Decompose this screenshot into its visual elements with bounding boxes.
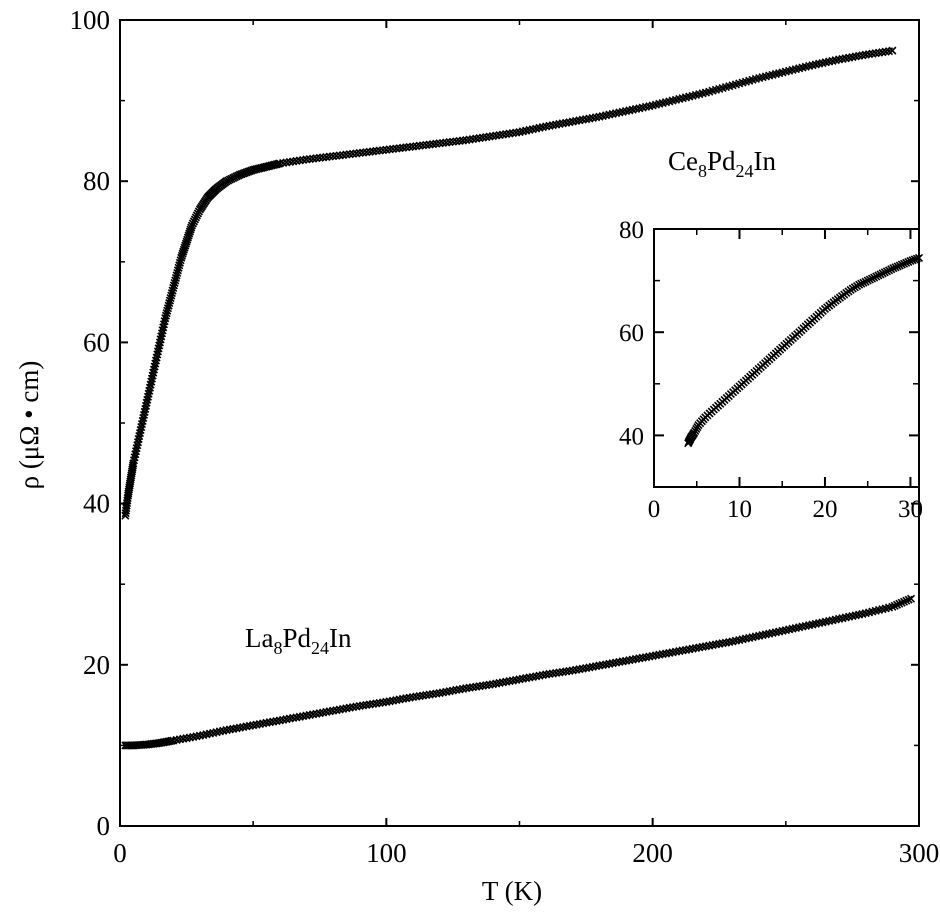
la8pd24in-point [895,599,904,608]
inset-ce8pd24in-point [897,260,906,269]
ce8pd24in-point [176,256,185,265]
la8pd24in-point [888,602,897,611]
la8pd24in-point [897,598,906,607]
x-tick-label: 100 [366,838,407,868]
la8pd24in-point [890,601,899,610]
inset-x-tick-label: 30 [898,496,923,523]
inset-x-tick-label: 20 [812,496,837,523]
main-data-marks [121,46,916,750]
inset-y-tick-label: 60 [619,320,644,347]
inset-y-tick-label: 80 [619,217,644,244]
inset-ce8pd24in-point [908,256,917,265]
inset-ce8pd24in-point [889,264,898,273]
x-tick-label: 300 [899,838,940,868]
y-tick-label: 40 [83,489,110,519]
y-tick-label: 80 [83,166,110,196]
inset-axis-ticks: 0 10 20 30 40 60 80 [619,217,923,523]
inset-data-marks [684,253,924,448]
la8pd24in-point [906,594,916,603]
y-axis-title: ρ (μΩ • cm) [14,361,44,490]
inset-ce8pd24in-point [895,261,904,270]
inset-x-tick-label: 0 [648,496,661,523]
inset-ce8pd24in-point [899,259,909,268]
y-tick-label: 100 [70,5,111,35]
x-tick-label: 0 [113,838,127,868]
inset-y-tick-label: 40 [619,423,644,450]
inset-plot-background [654,229,919,487]
x-tick-label: 200 [632,838,673,868]
inset-ce8pd24in-point [910,255,919,264]
inset-ce8pd24in-point [906,256,915,266]
x-axis-title: T (K) [482,876,542,906]
la8pd24in-point [899,597,909,606]
inset-ce8pd24in-point [893,262,902,271]
la8pd24in-point [892,600,902,609]
series-label-ce8pd24in: Ce8Pd24In [668,146,777,181]
la8pd24in-point [902,596,911,605]
inset-ce8pd24in-point [904,257,913,266]
inset-ce8pd24in-point [891,263,900,272]
y-tick-label: 20 [83,650,110,680]
ce8pd24in-point [888,46,897,55]
inset-plot-frame [653,228,920,488]
inset-ce8pd24in-point [902,258,911,267]
inset-ce8pd24in-point [912,254,921,263]
series-label-la8pd24in: La8Pd24In [245,623,352,658]
inset-ce8pd24in-point [914,253,924,262]
y-tick-label: 0 [97,811,111,841]
la8pd24in-point [904,595,913,604]
inset-x-tick-label: 10 [727,496,752,523]
y-tick-label: 60 [83,327,110,357]
